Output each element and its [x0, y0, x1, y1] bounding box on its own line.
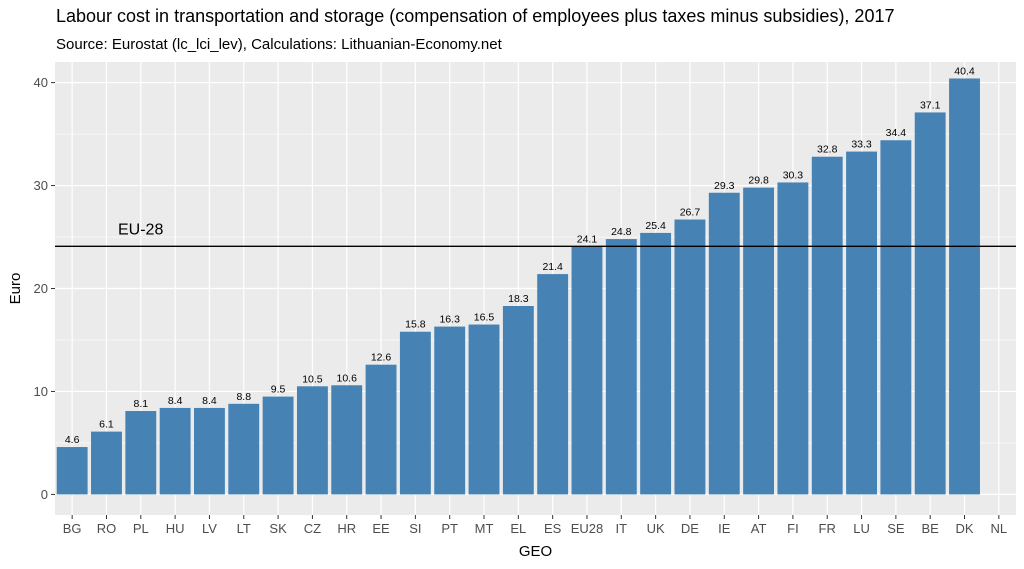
bar-bg: [56, 447, 88, 495]
x-tick-label: AT: [751, 521, 767, 536]
y-tick-label: 20: [34, 281, 48, 296]
bar-fr: [811, 156, 843, 495]
y-tick-label: 10: [34, 384, 48, 399]
data-label-lu: 33.3: [851, 139, 872, 151]
y-tick-label: 0: [41, 487, 48, 502]
data-label-pt: 16.3: [439, 314, 460, 326]
x-tick-label: RO: [97, 521, 117, 536]
data-label-ie: 29.3: [714, 180, 735, 192]
data-label-lv: 8.4: [202, 395, 217, 407]
data-label-hr: 10.6: [337, 372, 358, 384]
data-label-de: 26.7: [680, 207, 701, 219]
bar-eu28: [571, 246, 603, 495]
bar-be: [914, 112, 946, 495]
x-tick-label: DE: [681, 521, 699, 536]
data-label-hu: 8.4: [168, 395, 183, 407]
x-tick-label: IE: [718, 521, 731, 536]
data-label-ee: 12.6: [371, 352, 392, 364]
x-tick-label: BE: [922, 521, 940, 536]
x-tick-label: PL: [133, 521, 149, 536]
bar-hr: [331, 385, 363, 495]
x-tick-label: EU28: [571, 521, 604, 536]
bar-es: [537, 274, 569, 495]
data-label-eu28: 24.1: [577, 233, 598, 245]
data-label-fr: 32.8: [817, 144, 838, 156]
x-tick-label: SE: [887, 521, 905, 536]
data-label-fi: 30.3: [783, 169, 804, 181]
bar-lv: [194, 407, 225, 495]
data-label-be: 37.1: [920, 99, 941, 111]
bar-el: [502, 306, 534, 495]
data-label-ro: 6.1: [99, 419, 114, 431]
x-tick-label: LU: [853, 521, 870, 536]
bar-lu: [846, 151, 877, 495]
x-tick-label: EL: [510, 521, 526, 536]
bar-lt: [228, 403, 260, 495]
data-label-uk: 25.4: [645, 220, 666, 232]
bar-at: [743, 187, 775, 495]
chart-subtitle: Source: Eurostat (lc_lci_lev), Calculati…: [56, 36, 502, 53]
bar-pl: [125, 411, 157, 495]
data-labels: 4.6 6.1 8.1 8.4 8.4 8.8 9.5 10.5 10.6 12.6 15.8 16.…: [65, 65, 975, 446]
data-label-cz: 10.5: [302, 373, 323, 385]
x-tick-label: LV: [202, 521, 217, 536]
y-tick-label: 30: [34, 178, 48, 193]
x-tick-label: IT: [616, 521, 628, 536]
x-tick-label: PT: [441, 521, 458, 536]
bar-dk: [949, 78, 980, 495]
x-tick-label: MT: [475, 521, 494, 536]
x-axis-title: GEO: [519, 543, 552, 560]
chart-title: Labour cost in transportation and storag…: [56, 6, 895, 26]
y-axis: 0 10 20 30 40: [34, 75, 55, 502]
bar-it: [605, 239, 637, 495]
x-tick-label: EE: [372, 521, 390, 536]
bar-cz: [296, 386, 328, 495]
x-tick-label: HU: [166, 521, 185, 536]
bar-si: [399, 331, 431, 495]
data-label-el: 18.3: [508, 293, 529, 305]
bar-pt: [434, 326, 466, 495]
bar-fi: [777, 182, 809, 495]
x-tick-label: FR: [819, 521, 836, 536]
data-label-si: 15.8: [405, 319, 426, 331]
data-label-lt: 8.8: [236, 391, 251, 403]
x-tick-label: FI: [787, 521, 799, 536]
data-label-es: 21.4: [542, 261, 563, 273]
bar-hu: [159, 407, 191, 495]
x-tick-label: LT: [237, 521, 251, 536]
x-tick-label: ES: [544, 521, 562, 536]
bar-ie: [708, 192, 740, 495]
data-label-dk: 40.4: [954, 65, 975, 77]
bars: [56, 78, 980, 495]
x-axis: BG RO PL HU LV LT SK CZ HR EE SI PT MT EL ES EU28 IT UK DE…: [63, 515, 1007, 536]
data-label-it: 24.8: [611, 226, 632, 238]
data-label-bg: 4.6: [65, 434, 80, 446]
x-tick-label: CZ: [304, 521, 321, 536]
x-tick-label: DK: [955, 521, 973, 536]
x-tick-label: UK: [647, 521, 665, 536]
bar-ee: [365, 364, 397, 495]
data-label-sk: 9.5: [271, 384, 286, 396]
data-label-se: 34.4: [886, 127, 907, 139]
x-tick-label: SI: [409, 521, 421, 536]
data-label-pl: 8.1: [133, 398, 148, 410]
x-tick-label: NL: [991, 521, 1008, 536]
bar-se: [880, 140, 912, 495]
x-tick-label: HR: [337, 521, 356, 536]
bar-sk: [262, 396, 294, 495]
x-tick-label: BG: [63, 521, 82, 536]
bar-mt: [468, 324, 500, 495]
data-label-mt: 16.5: [474, 312, 495, 324]
data-label-at: 29.8: [748, 175, 769, 187]
bar-ro: [91, 431, 122, 495]
bar-uk: [640, 232, 672, 495]
y-axis-title: Euro: [7, 273, 24, 305]
eu28-reference-label: EU-28: [118, 221, 163, 238]
y-tick-label: 40: [34, 75, 48, 90]
x-tick-label: SK: [269, 521, 287, 536]
bar-de: [674, 219, 706, 495]
